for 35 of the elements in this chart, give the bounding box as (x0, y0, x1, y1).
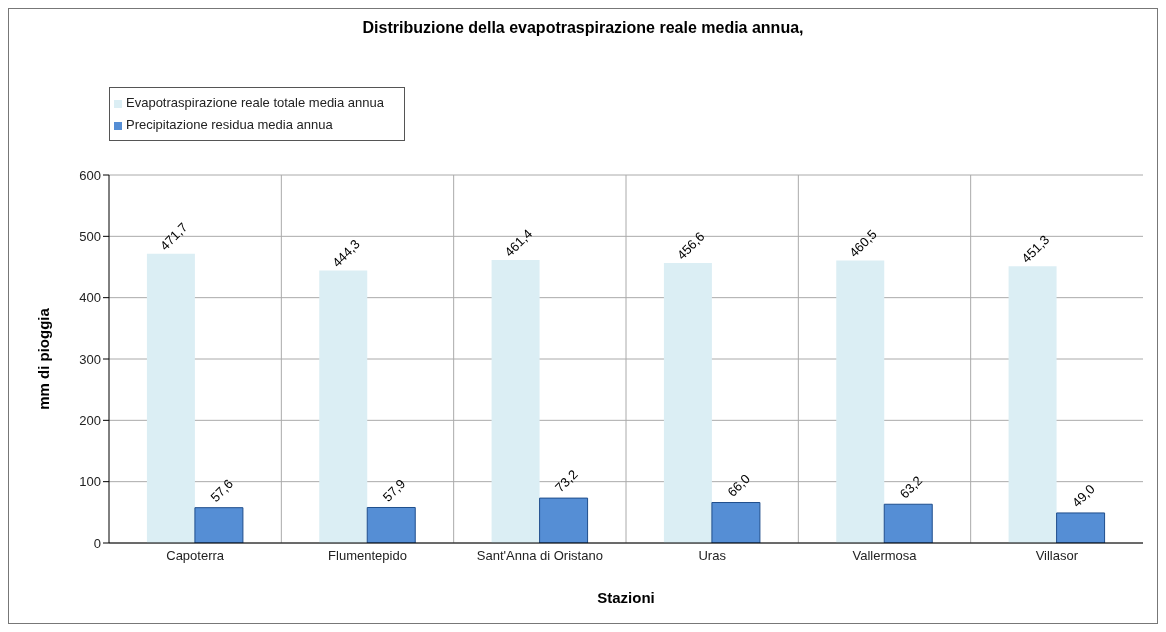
chart-title: Distribuzione della evapotraspirazione reale media annua, (361, 19, 805, 37)
x-tick-label: Vallermosa (852, 548, 918, 564)
y-tick-label: 0 (93, 535, 101, 551)
data-label: 63,2 (896, 472, 926, 502)
y-axis-title: mm di pioggia (35, 307, 53, 410)
x-tick-label: Capoterra (166, 548, 225, 564)
legend-label: Evapotraspirazione reale totale media annua (126, 95, 385, 110)
x-tick-label: Sant'Anna di Oristano (476, 548, 603, 564)
bar (146, 253, 195, 543)
bar (663, 262, 712, 543)
data-label: 49,0 (1069, 481, 1098, 511)
bar (1056, 512, 1106, 543)
bar (1008, 266, 1057, 543)
bar (836, 260, 885, 543)
bar (366, 506, 416, 543)
bar (711, 502, 761, 543)
bar (539, 497, 589, 543)
y-tick-label: 500 (79, 228, 101, 244)
data-label: 73,2 (552, 466, 581, 496)
y-tick-label: 600 (79, 167, 101, 183)
x-tick-label: Uras (698, 548, 727, 564)
bar (319, 270, 368, 543)
bar (883, 503, 933, 543)
bar (491, 260, 540, 543)
y-tick-label: 200 (79, 412, 101, 428)
x-tick-label: Villasor (1035, 548, 1079, 564)
data-label: 57,9 (379, 476, 409, 505)
x-axis-title: Stazioni (597, 589, 655, 606)
x-tick-label: Flumentepido (328, 548, 407, 564)
bar (194, 507, 244, 543)
y-tick-label: 100 (79, 474, 101, 490)
y-tick-label: 300 (79, 351, 101, 367)
legend-label: Precipitazione residua media annua (126, 117, 333, 132)
data-label: 66,0 (724, 471, 753, 500)
y-tick-label: 400 (79, 290, 101, 306)
